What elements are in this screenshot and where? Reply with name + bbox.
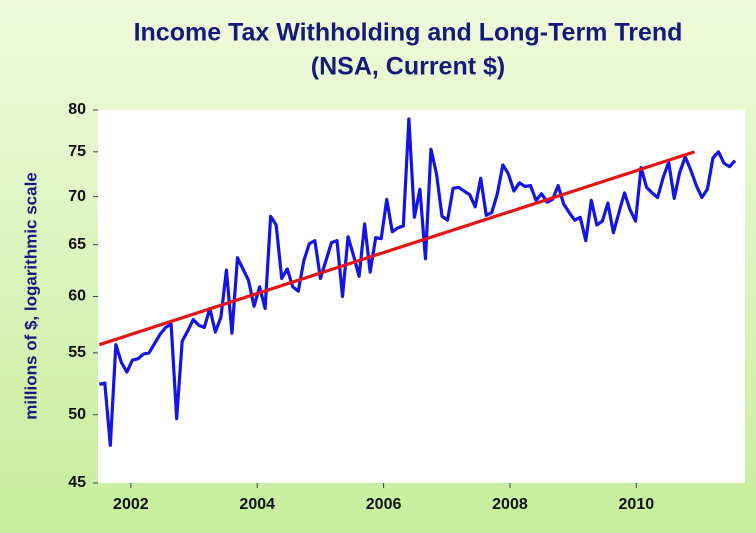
chart-title: Income Tax Withholding and Long-Term Tre… xyxy=(134,19,683,47)
x-tick-label: 2004 xyxy=(239,496,275,513)
y-tick-label: 55 xyxy=(68,344,86,361)
data-line xyxy=(98,150,695,347)
x-tick-label: 2008 xyxy=(492,496,528,513)
data-line xyxy=(98,117,737,447)
x-tick-label: 2002 xyxy=(113,496,149,513)
x-tick-label: 2006 xyxy=(366,496,402,513)
plot-area xyxy=(98,110,745,483)
y-tick-label: 60 xyxy=(68,288,86,305)
y-tick-label: 75 xyxy=(68,143,86,160)
y-tick-label: 45 xyxy=(68,474,86,491)
chart-subtitle: (NSA, Current $) xyxy=(311,53,505,81)
y-tick-label: 50 xyxy=(68,406,86,423)
y-tick-label: 65 xyxy=(68,236,86,253)
y-tick-label: 70 xyxy=(68,188,86,205)
x-tick-label: 2010 xyxy=(619,496,655,513)
y-axis-label: millions of $, logarithmic scale xyxy=(21,172,40,420)
y-tick-label: 80 xyxy=(68,101,86,118)
